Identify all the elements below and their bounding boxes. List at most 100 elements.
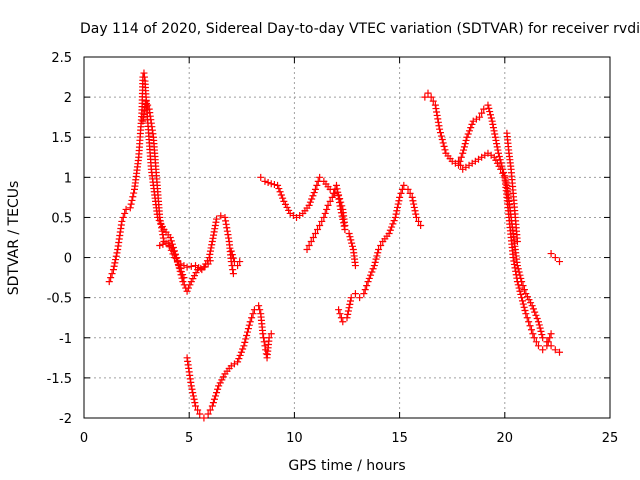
data-point	[412, 213, 420, 221]
data-point	[267, 180, 275, 188]
data-point	[326, 197, 334, 205]
data-point	[494, 149, 502, 157]
y-tick-label: 0.5	[51, 211, 72, 226]
data-point	[497, 165, 505, 173]
data-point	[529, 305, 537, 313]
data-point	[196, 410, 204, 418]
data-point	[515, 284, 523, 292]
x-tick-label: 25	[602, 431, 619, 446]
data-point	[489, 120, 497, 128]
data-point	[334, 188, 342, 196]
data-point	[186, 281, 194, 289]
data-point	[410, 200, 418, 208]
data-point	[324, 201, 332, 209]
data-point	[440, 142, 448, 150]
data-point	[305, 201, 313, 209]
data-point	[212, 218, 220, 226]
data-point	[187, 382, 195, 390]
data-point	[364, 278, 372, 286]
data-point	[462, 136, 470, 144]
data-point	[520, 303, 528, 311]
data-point	[441, 146, 449, 154]
data-point	[494, 146, 502, 154]
data-point	[285, 206, 293, 214]
data-point	[189, 389, 197, 397]
y-axis-label: SDTVAR / TECUs	[6, 181, 22, 296]
data-point	[306, 198, 314, 206]
data-point	[336, 310, 344, 318]
data-point	[321, 209, 329, 217]
data-point	[204, 410, 212, 418]
data-point	[274, 181, 282, 189]
data-point	[337, 209, 345, 217]
data-point	[410, 203, 418, 211]
data-point	[527, 299, 535, 307]
data-point	[347, 236, 355, 244]
data-point	[434, 115, 442, 123]
data-point	[156, 217, 164, 225]
series-arc-3	[156, 239, 188, 282]
data-point	[516, 287, 524, 295]
data-point	[205, 254, 213, 262]
data-point	[338, 212, 346, 220]
data-point	[363, 282, 371, 290]
data-point	[118, 217, 126, 225]
data-point	[556, 258, 564, 266]
data-point	[467, 124, 475, 132]
data-point	[215, 382, 223, 390]
data-point	[465, 127, 473, 135]
data-points	[105, 69, 564, 422]
data-point	[522, 310, 530, 318]
series-arc-5	[183, 302, 275, 422]
data-point	[556, 348, 564, 356]
data-point	[514, 281, 522, 289]
data-point	[172, 255, 180, 263]
data-point	[499, 169, 507, 177]
data-point	[225, 234, 233, 242]
data-point	[538, 331, 546, 339]
data-point	[184, 284, 192, 292]
data-point	[179, 271, 187, 279]
y-tick-label: 2.5	[51, 51, 72, 66]
data-point	[216, 379, 224, 387]
data-point	[492, 156, 500, 164]
data-point	[390, 217, 398, 225]
data-point	[206, 406, 214, 414]
data-point	[424, 89, 432, 97]
data-point	[213, 215, 221, 223]
data-point	[156, 242, 164, 250]
data-point	[208, 402, 216, 410]
data-point	[408, 193, 416, 201]
data-point	[486, 108, 494, 116]
data-point	[463, 133, 471, 141]
data-point	[340, 222, 348, 230]
data-point	[177, 268, 185, 276]
data-point	[551, 254, 559, 262]
x-tick-label: 0	[80, 431, 88, 446]
data-point	[183, 263, 191, 271]
series-arc-2	[139, 97, 214, 274]
data-point	[486, 111, 494, 119]
data-point	[339, 318, 347, 326]
data-point	[432, 105, 440, 113]
data-point	[270, 181, 278, 189]
data-point	[244, 328, 252, 336]
data-point	[518, 294, 526, 302]
data-point	[429, 97, 437, 105]
data-point	[223, 227, 231, 235]
data-point	[348, 239, 356, 247]
data-point	[277, 191, 285, 199]
data-point	[264, 179, 272, 187]
data-point	[519, 300, 527, 308]
data-point	[280, 197, 288, 205]
data-point	[110, 262, 118, 270]
data-point	[249, 310, 257, 318]
data-point	[192, 402, 200, 410]
data-point	[344, 307, 352, 315]
data-point	[234, 262, 242, 270]
data-point	[219, 373, 227, 381]
data-point	[532, 338, 540, 346]
data-point	[223, 224, 231, 232]
data-point	[159, 240, 167, 248]
data-point	[332, 181, 340, 189]
